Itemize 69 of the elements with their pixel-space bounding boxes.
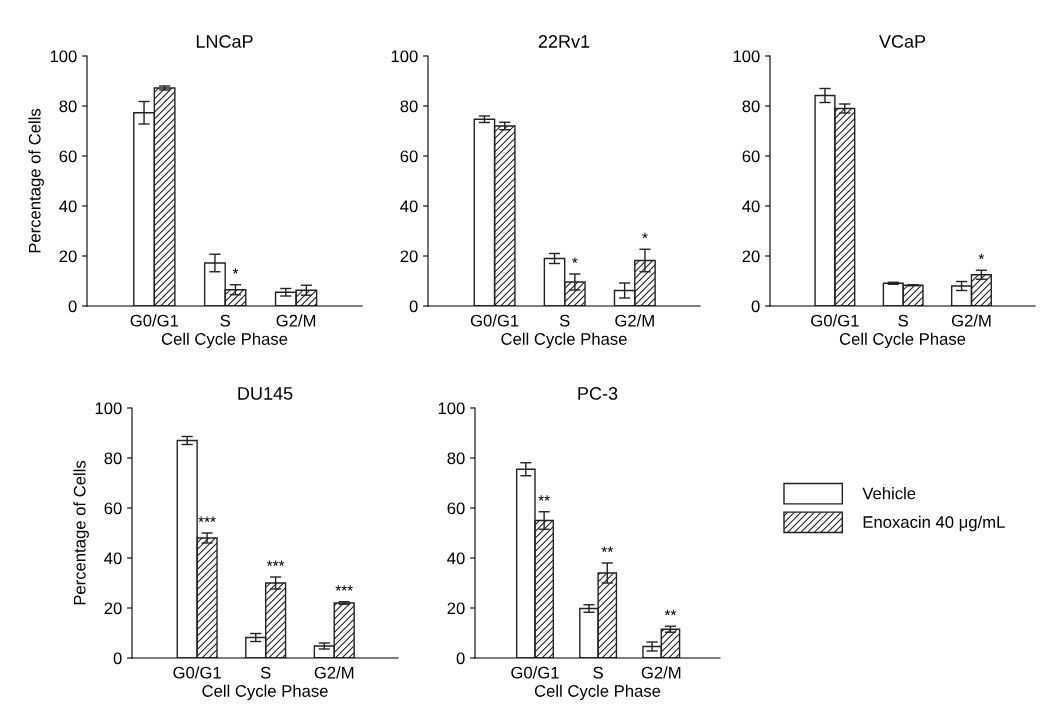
x-tick-label: G0/G1 [811,314,859,327]
y-tick-label: 40 [400,200,418,213]
x-tick-label: S [260,666,271,679]
annotation: * [978,253,985,260]
x-axis-title: Cell Cycle Phase [839,332,966,349]
y-axis-title: Percentage of Cells [28,108,44,253]
y-tick-label: 0 [68,300,77,313]
annotation: * [572,257,578,263]
x-axis-title: Cell Cycle Phase [202,684,328,701]
y-tick-label: 100 [391,50,418,63]
y-tick-label: 80 [59,100,77,113]
annotation: *** [266,560,285,566]
x-tick-label: G2/M [615,314,654,327]
x-tick-label: G0/G1 [130,314,179,327]
x-axis-title: Cell Cycle Phase [161,332,288,349]
y-tick-label: 60 [59,150,77,163]
chart-title: PC-3 [578,387,618,400]
y-tick-label: 80 [400,100,418,113]
y-tick-label: 80 [447,452,465,465]
y-tick-label: 20 [400,250,418,263]
y-tick-label: 100 [733,50,760,63]
x-tick-label: G0/G1 [470,314,519,327]
annotation: ** [538,495,550,501]
y-tick-label: 100 [50,50,77,63]
y-tick-label: 20 [59,250,77,263]
annotation: *** [335,585,353,591]
y-tick-label: 0 [113,652,122,665]
chart-title: DU145 [238,387,293,400]
x-tick-label: G2/M [951,314,991,327]
y-tick-label: 60 [400,150,418,163]
y-tick-label: 100 [95,402,122,415]
y-tick-label: 20 [104,602,122,615]
x-tick-label: G2/M [641,666,681,679]
x-tick-label: G2/M [276,314,316,327]
y-tick-label: 60 [447,502,465,515]
x-tick-label: S [220,314,230,327]
annotation: ** [601,546,613,552]
x-tick-label: S [559,314,570,327]
x-tick-label: G2/M [314,666,354,679]
y-tick-label: 0 [456,652,465,665]
x-axis-title: Cell Cycle Phase [501,332,627,349]
y-tick-label: 0 [409,300,418,313]
annotation: ** [664,609,677,616]
y-tick-label: 100 [438,402,465,415]
chart-title: VCaP [879,35,926,48]
y-tick-label: 0 [751,300,760,313]
y-tick-label: 60 [104,502,122,515]
chart-title: 22Rv1 [538,35,590,48]
legend-label: Enoxacin 40 μg/mL [863,515,1005,532]
y-tick-label: 80 [104,452,122,465]
y-tick-label: 80 [742,100,760,113]
chart-title: LNCaP [196,35,253,48]
x-axis-title: Cell Cycle Phase [534,684,661,701]
y-tick-label: 40 [742,200,760,213]
legend-label: Vehicle [862,487,916,500]
y-tick-label: 40 [104,552,122,565]
y-tick-label: 60 [742,150,760,163]
y-tick-label: 40 [59,200,77,213]
x-tick-label: S [593,666,603,679]
y-tick-label: 20 [742,250,760,263]
x-tick-label: G0/G1 [511,666,559,679]
x-tick-label: G0/G1 [173,666,221,679]
annotation: *** [198,516,216,522]
y-axis-title: Percentage of Cells [73,460,89,605]
y-tick-label: 40 [447,552,465,565]
y-tick-label: 20 [447,602,465,615]
annotation: * [232,268,239,274]
x-tick-label: S [898,314,908,327]
annotation: * [642,232,648,239]
